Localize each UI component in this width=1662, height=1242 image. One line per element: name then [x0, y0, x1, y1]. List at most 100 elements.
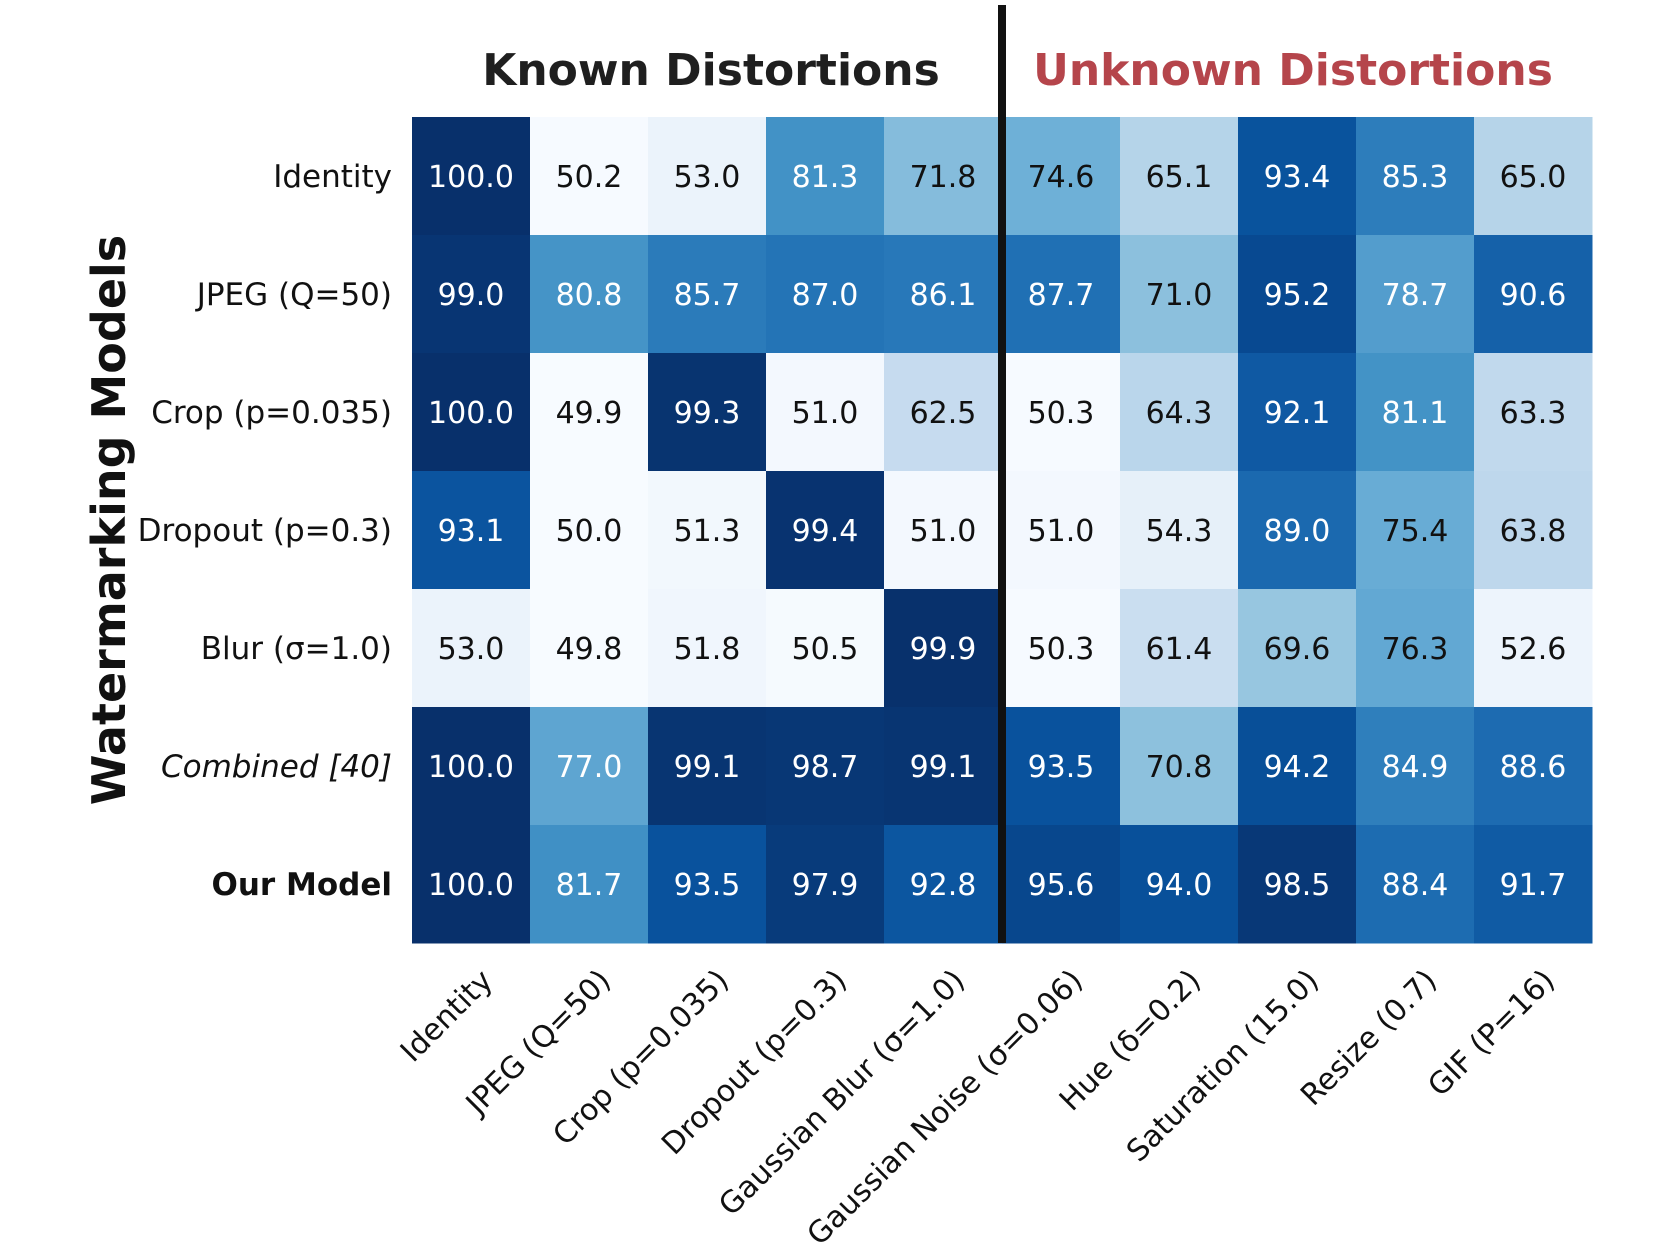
heatmap-cell [1474, 825, 1593, 944]
cell-value-label: 91.7 [1500, 868, 1567, 903]
heatmap-cell [648, 589, 767, 708]
known-distortions-title: Known Distortions [482, 45, 940, 96]
heatmap-cell [1002, 825, 1121, 944]
cell-value-label: 87.0 [792, 278, 859, 313]
heatmap-cell [1002, 589, 1121, 708]
heatmap-cell [1474, 117, 1593, 236]
cell-value-label: 69.6 [1264, 632, 1331, 667]
heatmap-cell [648, 825, 767, 944]
heatmap-cell [412, 117, 531, 236]
heatmap-cell [766, 707, 885, 826]
heatmap-cell [1120, 825, 1239, 944]
heatmap-cell [1120, 589, 1239, 708]
heatmap-cell [1474, 707, 1593, 826]
cell-value-label: 49.9 [556, 396, 623, 431]
cell-value-label: 65.1 [1146, 160, 1213, 195]
heatmap-cell [648, 235, 767, 354]
cell-value-label: 93.5 [674, 868, 741, 903]
heatmap-cell [766, 825, 885, 944]
cell-value-label: 50.0 [556, 514, 623, 549]
cell-value-label: 51.0 [792, 396, 859, 431]
heatmap-cell [530, 589, 649, 708]
cell-value-label: 76.3 [1382, 632, 1449, 667]
cell-value-label: 100.0 [428, 160, 514, 195]
heatmap-cell [766, 117, 885, 236]
cell-value-label: 77.0 [556, 750, 623, 785]
cell-value-label: 49.8 [556, 632, 623, 667]
row-label: Dropout (p=0.3) [138, 513, 392, 549]
cell-value-label: 86.1 [910, 278, 977, 313]
cell-value-label: 93.4 [1264, 160, 1331, 195]
cell-value-label: 65.0 [1500, 160, 1567, 195]
cell-value-label: 51.8 [674, 632, 741, 667]
heatmap-cell [648, 471, 767, 590]
heatmap-cell [1238, 471, 1357, 590]
heatmap-cell [1474, 471, 1593, 590]
cell-value-label: 53.0 [438, 632, 505, 667]
cell-value-label: 92.1 [1264, 396, 1331, 431]
cell-value-label: 75.4 [1382, 514, 1449, 549]
cell-value-label: 94.2 [1264, 750, 1331, 785]
cell-value-label: 92.8 [910, 868, 977, 903]
cell-value-label: 95.2 [1264, 278, 1331, 313]
row-label: Our Model [212, 867, 393, 903]
cell-value-label: 50.3 [1028, 396, 1095, 431]
heatmap-cell [884, 589, 1003, 708]
heatmap-cell [530, 707, 649, 826]
cell-value-label: 62.5 [910, 396, 977, 431]
heatmap-cell [1238, 235, 1357, 354]
heatmap-cell [1356, 117, 1475, 236]
heatmap-cells: 100.0 50.2 53.0 81.3 71.8 74.6 65.1 93.4 85.3 65.… [412, 117, 1593, 944]
cell-value-label: 81.7 [556, 868, 623, 903]
heatmap-cell [1238, 589, 1357, 708]
cell-value-label: 99.3 [674, 396, 741, 431]
cell-value-label: 89.0 [1264, 514, 1331, 549]
cell-value-label: 87.7 [1028, 278, 1095, 313]
heatmap-cell [1474, 589, 1593, 708]
cell-value-label: 63.3 [1500, 396, 1567, 431]
cell-value-label: 50.3 [1028, 632, 1095, 667]
cell-value-label: 54.3 [1146, 514, 1213, 549]
cell-value-label: 50.2 [556, 160, 623, 195]
heatmap-cell [530, 471, 649, 590]
cell-value-label: 81.1 [1382, 396, 1449, 431]
heatmap-cell [530, 235, 649, 354]
column-label: GIF (P=16) [1421, 963, 1562, 1104]
cell-value-label: 88.6 [1500, 750, 1567, 785]
cell-value-label: 94.0 [1146, 868, 1213, 903]
heatmap-cell [1238, 353, 1357, 472]
cell-value-label: 85.3 [1382, 160, 1449, 195]
heatmap-cell [766, 471, 885, 590]
heatmap-cell [412, 471, 531, 590]
heatmap-cell [1002, 707, 1121, 826]
cell-value-label: 70.8 [1146, 750, 1213, 785]
heatmap-cell [1120, 117, 1239, 236]
cell-value-label: 52.6 [1500, 632, 1567, 667]
cell-value-label: 88.4 [1382, 868, 1449, 903]
heatmap-cell [1120, 353, 1239, 472]
row-label: JPEG (Q=50) [195, 277, 392, 313]
heatmap-cell [766, 353, 885, 472]
heatmap-cell [530, 353, 649, 472]
heatmap-cell [412, 707, 531, 826]
heatmap-cell [1002, 471, 1121, 590]
heatmap-cell [530, 117, 649, 236]
cell-value-label: 74.6 [1028, 160, 1095, 195]
heatmap-cell [1356, 471, 1475, 590]
heatmap-cell [1238, 117, 1357, 236]
cell-value-label: 90.6 [1500, 278, 1567, 313]
cell-value-label: 93.1 [438, 514, 505, 549]
cell-value-label: 71.0 [1146, 278, 1213, 313]
cell-value-label: 51.3 [674, 514, 741, 549]
cell-value-label: 80.8 [556, 278, 623, 313]
cell-value-label: 53.0 [674, 160, 741, 195]
heatmap-cell [884, 235, 1003, 354]
heatmap-cell [884, 825, 1003, 944]
heatmap-cell [648, 353, 767, 472]
cell-value-label: 95.6 [1028, 868, 1095, 903]
cell-value-label: 85.7 [674, 278, 741, 313]
heatmap-cell [884, 707, 1003, 826]
heatmap-cell [766, 589, 885, 708]
cell-value-label: 99.1 [674, 750, 741, 785]
